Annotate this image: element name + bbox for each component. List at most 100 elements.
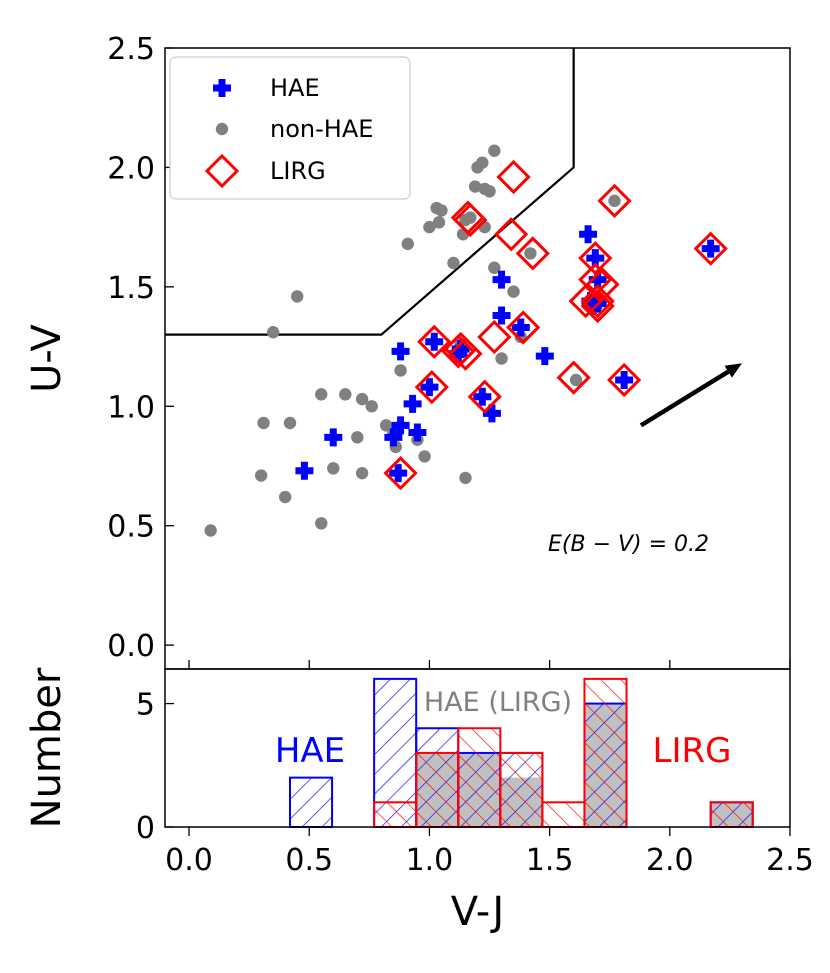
- y-tick-label: 0.5: [107, 510, 155, 545]
- legend: HAE non-HAE LIRG: [169, 56, 411, 200]
- y-tick-label: 2.5: [107, 32, 155, 67]
- x-tick-label: 0.5: [285, 843, 333, 878]
- point-hae: [511, 318, 530, 337]
- point-nonhae: [315, 517, 328, 530]
- point-hae: [384, 428, 403, 447]
- point-nonhae: [283, 416, 297, 430]
- point-lirg: [607, 362, 642, 398]
- point-nonhae: [401, 237, 414, 251]
- x-tick-label: 1.0: [406, 843, 454, 878]
- y-axis-label-number: Number: [24, 667, 70, 828]
- bar-lirg: [415, 751, 460, 828]
- point-nonhae: [476, 156, 489, 169]
- legend-marker-hae: [213, 79, 231, 97]
- x-tick-label: 2.5: [766, 843, 814, 878]
- y-tick-label: 0.0: [107, 629, 155, 664]
- legend-marker-lirg: [204, 153, 240, 189]
- point-lirg: [477, 319, 512, 355]
- histogram-bars: [289, 677, 754, 828]
- point-nonhae: [355, 392, 369, 406]
- point-nonhae: [351, 431, 364, 444]
- point-hae: [391, 416, 410, 435]
- y-tick-label: 2.0: [107, 151, 155, 186]
- point-lirg: [578, 241, 613, 276]
- point-hae: [535, 347, 554, 366]
- point-hae: [391, 342, 410, 361]
- bar-lirg: [499, 751, 544, 828]
- annotation-hae: HAE: [275, 731, 345, 771]
- point-lirg: [417, 324, 452, 359]
- point-nonhae: [355, 466, 369, 480]
- point-lirg: [580, 288, 615, 324]
- point-lirg: [494, 217, 529, 252]
- point-lirg: [597, 183, 632, 218]
- bar-lirg: [541, 801, 586, 828]
- point-lirg: [414, 370, 449, 405]
- point-nonhae: [456, 228, 470, 241]
- legend-label-lirg: LIRG: [270, 157, 326, 185]
- point-lirg: [515, 236, 550, 271]
- point-lirg: [448, 336, 483, 371]
- point-hae: [473, 387, 492, 406]
- point-nonhae: [418, 450, 431, 463]
- point-nonhae: [327, 462, 340, 475]
- reddening-arrow-shaft: [639, 369, 730, 428]
- legend-plus-marker: [213, 79, 231, 97]
- point-nonhae: [315, 388, 328, 401]
- point-hae: [586, 249, 605, 268]
- legend-diamond-marker: [204, 153, 240, 189]
- point-nonhae: [291, 290, 304, 303]
- bar-lirg: [457, 727, 502, 828]
- point-nonhae: [339, 388, 352, 401]
- point-lirg: [556, 360, 591, 395]
- legend-dot-marker: [215, 122, 229, 136]
- point-hae: [403, 394, 422, 413]
- y-tick-label: 1.0: [107, 390, 155, 425]
- y-axis-label-uv: U-V: [24, 324, 70, 393]
- point-hae: [425, 332, 444, 351]
- point-lirg: [585, 267, 620, 302]
- point-hae: [408, 423, 427, 442]
- point-lirg: [506, 310, 541, 345]
- point-lirg: [467, 379, 502, 414]
- point-nonhae: [495, 352, 508, 365]
- point-nonhae: [254, 469, 268, 482]
- annotation-hae-lirg: HAE (LIRG): [424, 687, 572, 718]
- point-nonhae: [507, 285, 520, 298]
- point-lirg: [453, 202, 488, 238]
- histogram-frame: [164, 668, 791, 828]
- point-nonhae: [459, 471, 472, 485]
- annotation-lirg: LIRG: [653, 731, 732, 771]
- point-hae: [295, 461, 314, 480]
- point-hae: [492, 270, 511, 289]
- point-hae: [420, 378, 439, 397]
- legend-label-hae: HAE: [270, 74, 320, 102]
- x-tick-label: 1.5: [526, 843, 574, 878]
- point-nonhae: [524, 247, 537, 260]
- point-hae: [492, 306, 511, 325]
- point-nonhae: [257, 416, 270, 430]
- legend-marker-nonhae: [215, 122, 229, 136]
- point-nonhae: [423, 220, 436, 234]
- point-nonhae: [608, 194, 621, 208]
- point-hae: [324, 428, 343, 447]
- point-lirg: [383, 456, 418, 491]
- scatter-panel: 0.0 0.5 1.0 1.5 2.0 2.5 E(B − V) = 0.2 U-V HA…: [24, 32, 791, 670]
- point-hae: [482, 404, 501, 423]
- point-nonhae: [488, 144, 501, 157]
- y-tick-label: 0: [136, 811, 155, 846]
- point-hae: [615, 370, 634, 389]
- point-hae: [588, 270, 607, 289]
- point-nonhae: [365, 400, 378, 413]
- point-nonhae: [432, 216, 446, 229]
- bar-lirg: [583, 677, 628, 828]
- point-nonhae: [464, 211, 477, 224]
- bottom-ticks: 0.0 0.5 1.0 1.5 2.0 2.5 0 5: [136, 660, 814, 878]
- top-y-ticks: 0.0 0.5 1.0 1.5 2.0 2.5: [107, 32, 174, 664]
- point-hae: [701, 239, 720, 258]
- y-tick-label: 1.5: [107, 271, 155, 306]
- scatter-points: [204, 144, 728, 537]
- point-nonhae: [569, 373, 583, 387]
- point-hae: [451, 339, 470, 358]
- point-hae: [389, 464, 408, 483]
